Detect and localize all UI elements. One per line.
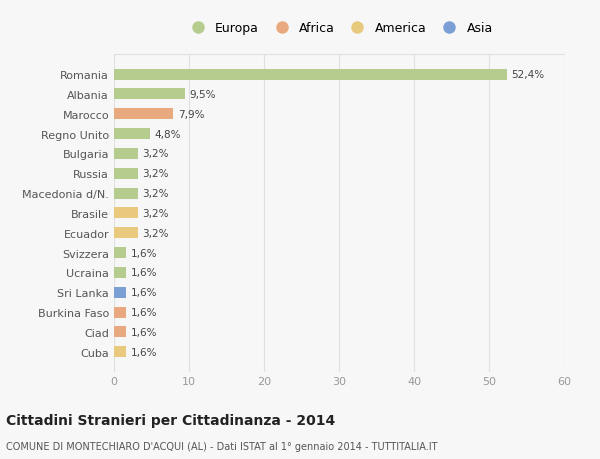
Text: 7,9%: 7,9% (178, 110, 204, 119)
Text: 3,2%: 3,2% (143, 208, 169, 218)
Text: 9,5%: 9,5% (190, 90, 216, 100)
Text: 1,6%: 1,6% (131, 248, 157, 258)
Text: 3,2%: 3,2% (143, 228, 169, 238)
Legend: Europa, Africa, America, Asia: Europa, Africa, America, Asia (180, 17, 498, 40)
Text: 3,2%: 3,2% (143, 189, 169, 199)
Text: 4,8%: 4,8% (155, 129, 181, 139)
Bar (114, 228, 138, 239)
Text: 1,6%: 1,6% (131, 347, 157, 357)
Text: 3,2%: 3,2% (143, 149, 169, 159)
Bar (114, 168, 138, 179)
Bar (114, 149, 138, 160)
Bar (114, 267, 126, 278)
Bar (114, 109, 173, 120)
Bar (114, 247, 126, 258)
Bar (114, 188, 138, 199)
Text: 52,4%: 52,4% (511, 70, 545, 80)
Bar (114, 89, 185, 100)
Bar (114, 69, 507, 80)
Bar (114, 287, 126, 298)
Bar (114, 347, 126, 358)
Bar (114, 208, 138, 219)
Text: 1,6%: 1,6% (131, 308, 157, 317)
Text: 3,2%: 3,2% (143, 169, 169, 179)
Text: 1,6%: 1,6% (131, 268, 157, 278)
Text: COMUNE DI MONTECHIARO D'ACQUI (AL) - Dati ISTAT al 1° gennaio 2014 - TUTTITALIA.: COMUNE DI MONTECHIARO D'ACQUI (AL) - Dat… (6, 441, 437, 451)
Bar (114, 129, 150, 140)
Text: 1,6%: 1,6% (131, 288, 157, 297)
Text: Cittadini Stranieri per Cittadinanza - 2014: Cittadini Stranieri per Cittadinanza - 2… (6, 414, 335, 428)
Bar (114, 307, 126, 318)
Text: 1,6%: 1,6% (131, 327, 157, 337)
Bar (114, 327, 126, 338)
